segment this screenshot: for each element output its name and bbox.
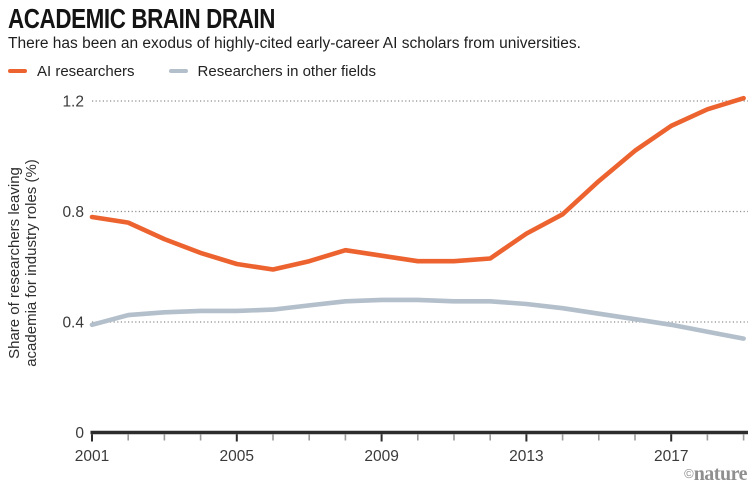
line-researchers-in-other-fields <box>89 297 746 341</box>
x-tick-label: 2005 <box>220 448 254 465</box>
legend-item-ai-researchers: AI researchers <box>8 63 135 80</box>
x-axis-ticks <box>91 434 745 442</box>
legend-label-other-fields: Researchers in other fields <box>197 62 376 80</box>
series-lines <box>89 95 746 341</box>
y-axis-title-line2: academia for industry roles (%) <box>23 159 40 367</box>
legend-label-ai-researchers: AI researchers <box>37 62 135 80</box>
y-axis-title-line1: Share of researchers leaving <box>6 167 23 359</box>
x-tick-label: 2001 <box>75 448 109 465</box>
ai-researchers-line-swatch <box>8 68 27 74</box>
y-tick-label: 0.8 <box>62 204 84 221</box>
y-tick-label: 1.2 <box>62 94 84 111</box>
y-tick-label: 0 <box>75 425 84 442</box>
line-ai-researchers <box>89 95 746 272</box>
nature-credit: ©nature <box>684 463 747 486</box>
other-fields-line-swatch <box>168 68 188 74</box>
x-tick-label: 2017 <box>654 448 688 465</box>
y-gridlines <box>92 100 748 323</box>
y-tick-labels: 0 0.4 0.8 1.2 <box>62 94 84 443</box>
legend: AI researchers Researchers in other fiel… <box>8 61 376 81</box>
legend-item-other-fields: Researchers in other fields <box>168 62 376 80</box>
chart-title: ACADEMIC BRAIN DRAIN <box>8 3 276 34</box>
x-tick-label: 2009 <box>364 448 398 465</box>
y-tick-label: 0.4 <box>62 315 84 332</box>
y-axis-title: Share of researchers leaving academia fo… <box>6 127 42 399</box>
chart-subtitle: There has been an exodus of highly-cited… <box>8 35 581 52</box>
copyright-icon: © <box>684 466 694 481</box>
x-tick-labels: 2001 2005 2009 2013 2017 <box>75 448 689 465</box>
nature-logo: nature <box>693 463 748 485</box>
x-tick-label: 2013 <box>509 448 543 465</box>
